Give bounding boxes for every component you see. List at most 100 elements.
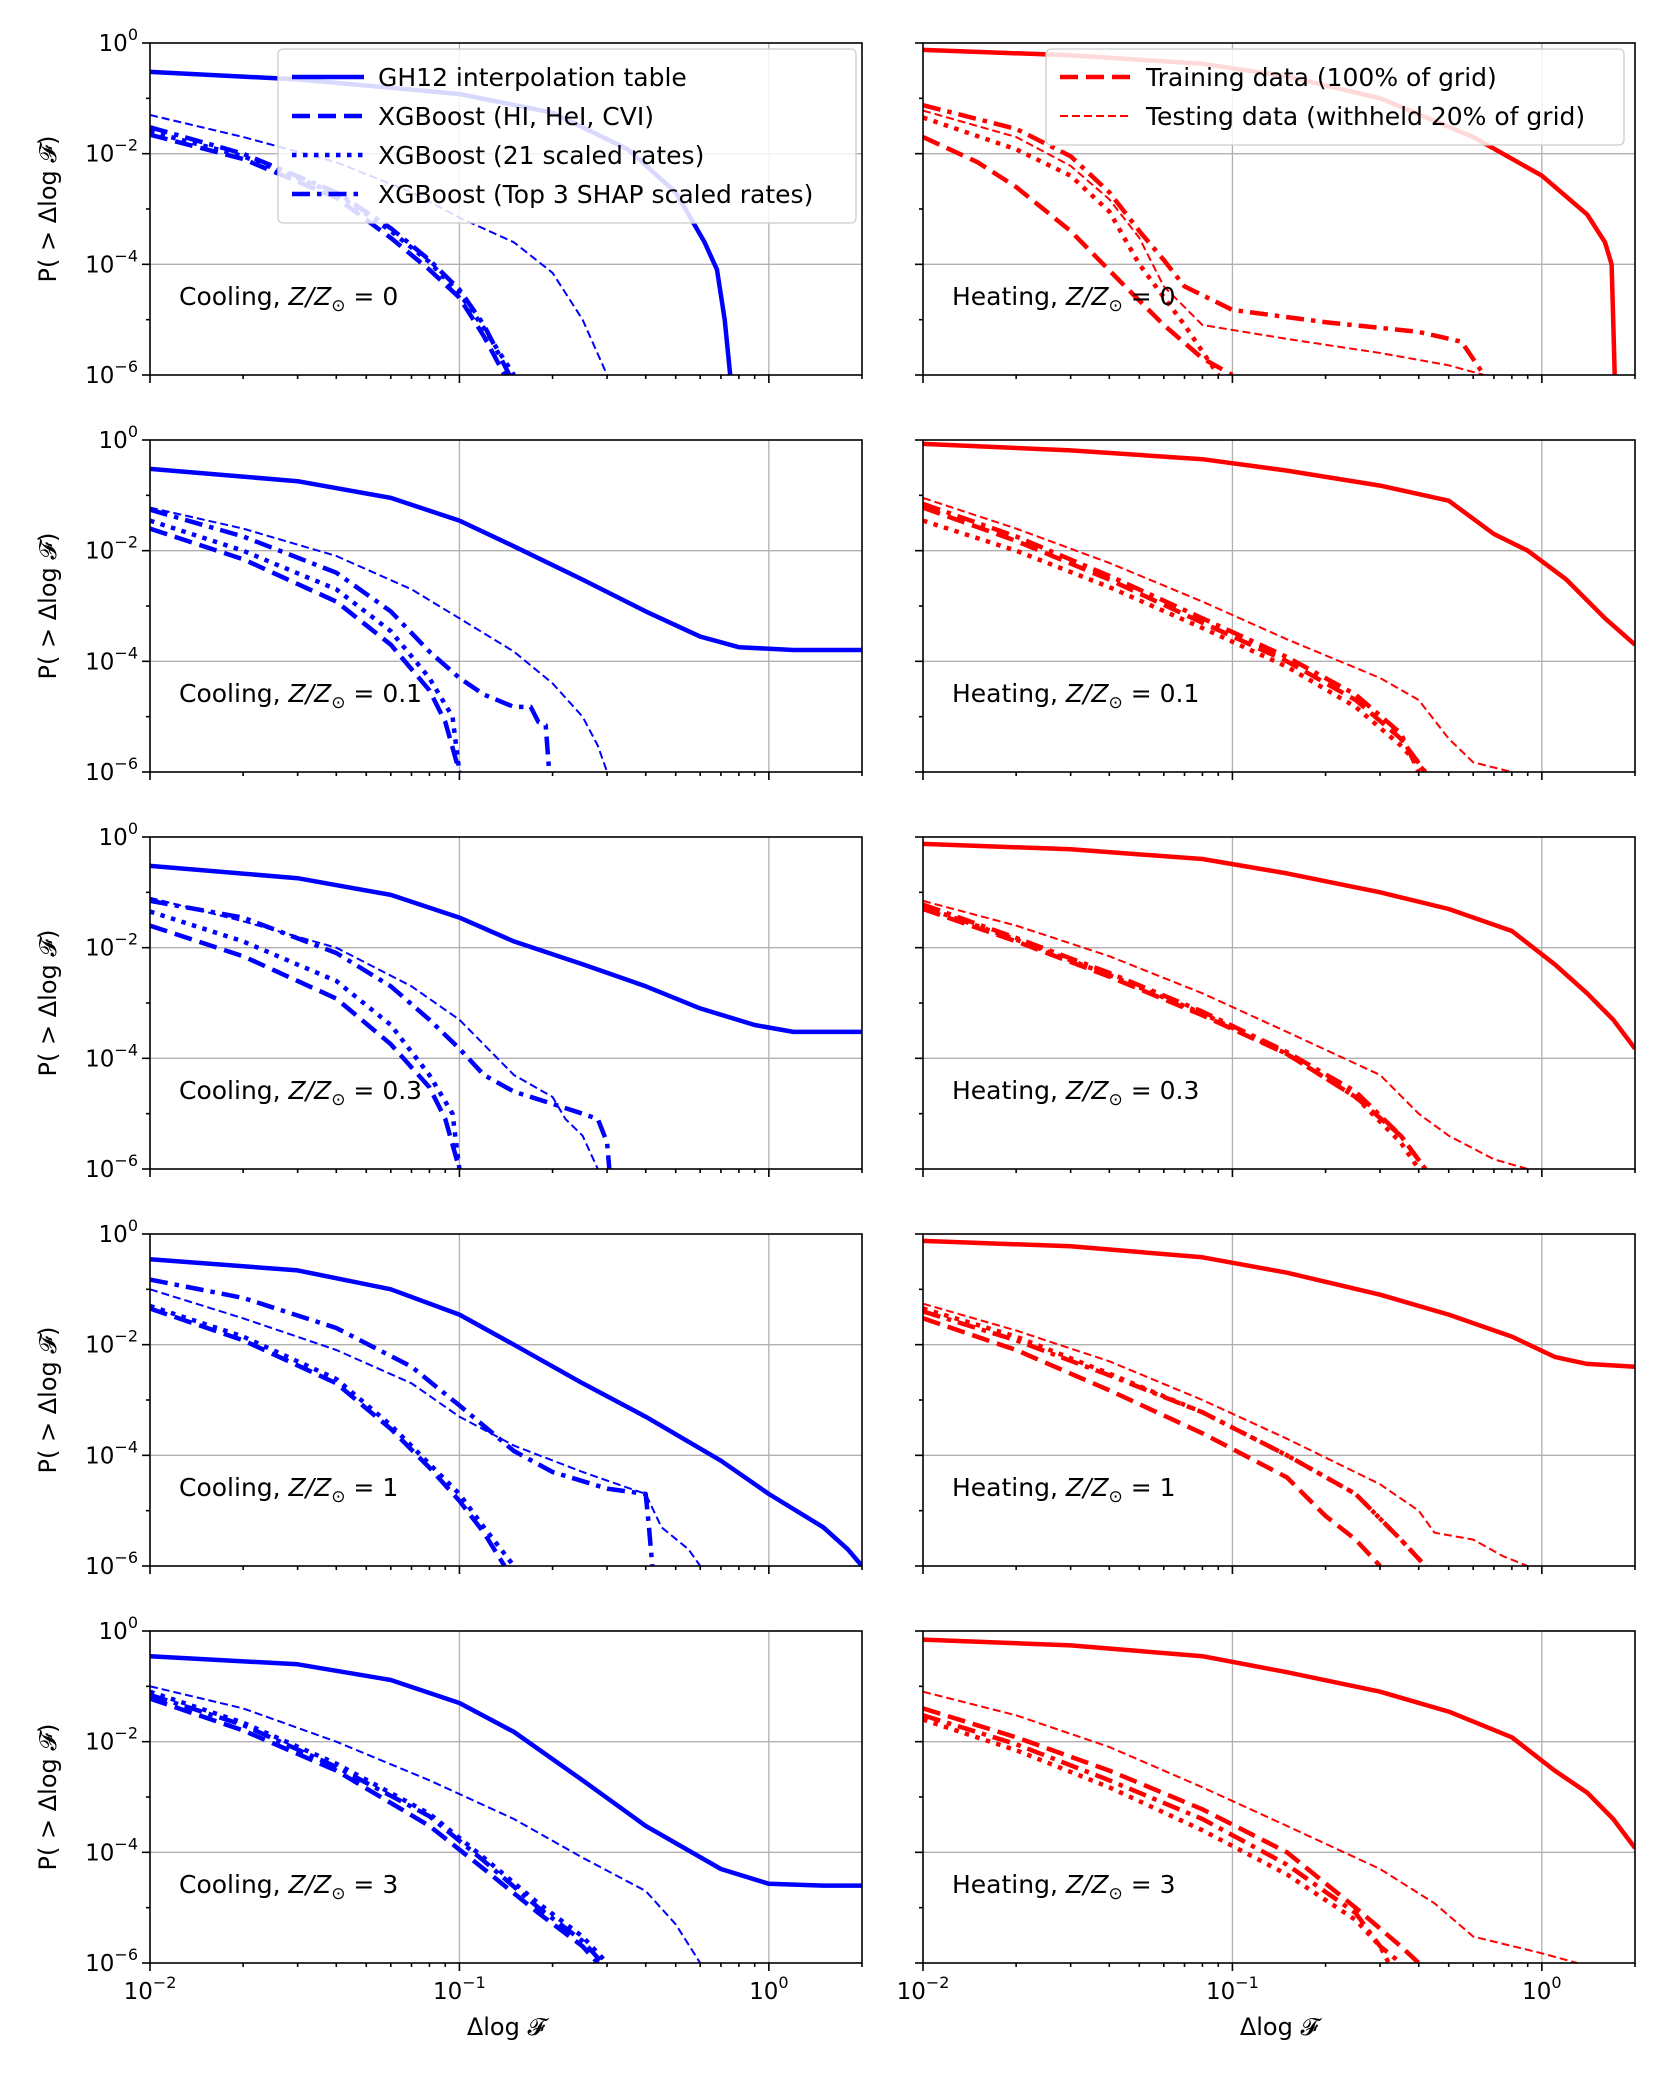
panel-frame <box>149 1233 863 1567</box>
panel-h4: 10−2 10−1 100 Δlog 𝓕 Heating, Z/Z⊙ = 3 <box>897 1630 1636 2041</box>
legend-label: XGBoost (HI, HeI, CVI) <box>378 102 654 131</box>
series-line-dashdot <box>150 507 552 772</box>
series-line-dashed <box>150 526 462 772</box>
y-tick-label: 10−4 <box>85 246 138 278</box>
series-line-dashdot <box>923 1309 1427 1566</box>
panel-annotation: Cooling, Z/Z⊙ = 1 <box>179 1473 398 1507</box>
series-line-dashdot <box>923 1713 1403 1963</box>
series-line-dotted <box>150 909 462 1169</box>
series-line-dashdot <box>150 1277 655 1566</box>
series-line-dashed <box>150 923 462 1169</box>
series-line-thin <box>923 1302 1529 1566</box>
y-tick-label: 10−2 <box>85 1327 138 1359</box>
series-line-solid <box>923 441 1635 647</box>
panel-annotation: Cooling, Z/Z⊙ = 0 <box>179 282 398 316</box>
x-tick-label: 100 <box>1522 1973 1561 2005</box>
series-line-dashdot <box>150 898 612 1169</box>
panel-frame <box>922 439 1636 773</box>
x-tick-label: 10−1 <box>1206 1973 1259 2005</box>
legend-label: XGBoost (Top 3 SHAP scaled rates) <box>378 180 813 209</box>
panel-frame <box>149 1630 863 1964</box>
y-tick-label: 10−2 <box>85 533 138 565</box>
panel-annotation: Cooling, Z/Z⊙ = 0.3 <box>179 1076 422 1110</box>
y-tick-label: 100 <box>99 819 138 851</box>
series-line-solid <box>923 841 1635 1050</box>
series-line-dashed <box>150 1306 507 1566</box>
panel-annotation: Heating, Z/Z⊙ = 0 <box>952 282 1176 316</box>
y-axis-label: P( > Δlog 𝓕) <box>34 1327 62 1474</box>
y-tick-label: 100 <box>99 422 138 454</box>
series-line-dashed <box>923 1706 1421 1963</box>
series-line-dotted <box>923 1306 1427 1566</box>
legend-cooling: GH12 interpolation table XGBoost (HI, HeI… <box>277 48 857 224</box>
panel-c3: 100 10−2 10−4 10−6 P( > Δlog 𝓕) Cooling, Z/Z⊙… <box>34 1216 863 1580</box>
legend-box <box>1045 48 1625 146</box>
panel-frame <box>922 1233 1636 1567</box>
y-tick-label: 100 <box>99 25 138 57</box>
panel-frame <box>922 836 1636 1170</box>
panel-annotation: Heating, Z/Z⊙ = 3 <box>952 1870 1176 1904</box>
y-tick-label: 10−2 <box>85 136 138 168</box>
x-axis-label: Δlog 𝓕 <box>467 2013 550 2041</box>
series-line-thin <box>923 109 1485 375</box>
series-line-dotted <box>150 1689 609 1963</box>
y-tick-label: 100 <box>99 1613 138 1645</box>
legend-label: GH12 interpolation table <box>378 63 687 92</box>
y-axis-label: P( > Δlog 𝓕) <box>34 930 62 1077</box>
y-tick-label: 10−2 <box>85 1724 138 1756</box>
y-tick-label: 10−4 <box>85 643 138 675</box>
series-line-dotted <box>150 1303 516 1566</box>
series-line-dashdot <box>923 103 1486 375</box>
y-axis-label: P( > Δlog 𝓕) <box>34 1724 62 1871</box>
series-line-thin <box>923 899 1528 1169</box>
panel-c2: 100 10−2 10−4 10−6 P( > Δlog 𝓕) Cooling, Z/Z⊙… <box>34 819 863 1183</box>
series-line-thin <box>150 506 609 772</box>
series-line-dotted <box>150 518 462 772</box>
x-axis-label: Δlog 𝓕 <box>1240 2013 1323 2041</box>
legend-box <box>277 48 857 224</box>
series-line-thin <box>923 496 1513 772</box>
panel-c4: 100 10−2 10−4 10−6 P( > Δlog 𝓕) 10−2 10−1 100 Δl… <box>34 1613 863 2041</box>
y-tick-label: 10−4 <box>85 1040 138 1072</box>
y-tick-label: 10−6 <box>85 1945 138 1977</box>
series-line-solid <box>150 863 862 1035</box>
series-line-dashed <box>923 505 1428 772</box>
series-line-solid <box>150 466 862 653</box>
panel-c1: 100 10−2 10−4 10−6 P( > Δlog 𝓕) Cooling, Z/Z⊙… <box>34 422 863 786</box>
series-line-thin <box>150 1685 702 1963</box>
series-line-dashed <box>150 1696 600 1963</box>
series-line-dashdot <box>923 902 1428 1169</box>
y-tick-label: 100 <box>99 1216 138 1248</box>
panel-annotation: Cooling, Z/Z⊙ = 0.1 <box>179 679 422 713</box>
y-tick-label: 10−6 <box>85 1548 138 1580</box>
panel-annotation: Cooling, Z/Z⊙ = 3 <box>179 1870 398 1904</box>
y-tick-label: 10−4 <box>85 1834 138 1866</box>
legend-label: Testing data (withheld 20% of grid) <box>1145 102 1585 131</box>
y-tick-label: 10−4 <box>85 1437 138 1469</box>
series-line-dashdot <box>150 1692 605 1963</box>
y-tick-label: 10−6 <box>85 357 138 389</box>
series-line-solid <box>150 1256 862 1566</box>
series-line-thin <box>923 1690 1578 1963</box>
series-line-solid <box>923 1637 1635 1850</box>
panel-frame <box>149 439 863 773</box>
series-line-dashdot <box>150 125 512 375</box>
panel-annotation: Heating, Z/Z⊙ = 0.1 <box>952 679 1199 713</box>
legend-label: Training data (100% of grid) <box>1145 63 1497 92</box>
y-tick-label: 10−6 <box>85 754 138 786</box>
series-line-thin <box>150 1288 702 1566</box>
y-tick-label: 10−2 <box>85 930 138 962</box>
series-line-solid <box>150 1653 862 1888</box>
series-line-dotted <box>923 518 1427 772</box>
x-tick-label: 10−2 <box>897 1973 950 2005</box>
series-line-dotted <box>923 904 1421 1169</box>
x-tick-label: 100 <box>749 1973 788 2005</box>
y-axis-label: P( > Δlog 𝓕) <box>34 533 62 680</box>
panel-h1: Heating, Z/Z⊙ = 0.1 <box>915 439 1636 780</box>
x-tick-label: 10−1 <box>433 1973 486 2005</box>
panel-annotation: Heating, Z/Z⊙ = 1 <box>952 1473 1176 1507</box>
panel-annotation: Heating, Z/Z⊙ = 0.3 <box>952 1076 1199 1110</box>
series-line-solid <box>923 1238 1635 1369</box>
series-line-dashed <box>923 134 1234 375</box>
